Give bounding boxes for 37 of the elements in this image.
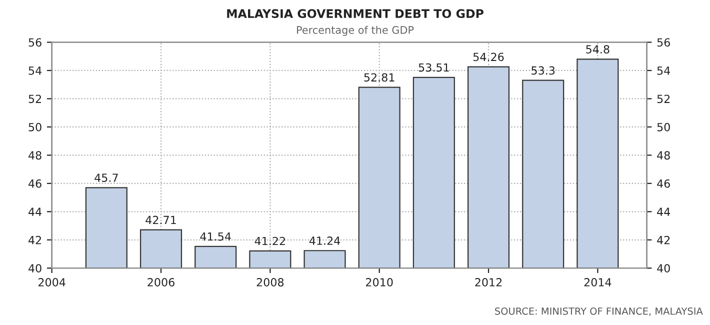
y-tick-label: 42 (28, 236, 41, 244)
y-tick-label: 44 (28, 208, 42, 216)
x-tick-label: 2006 (148, 278, 174, 286)
y2-tick-label: 52 (657, 94, 670, 104)
y-tick-label: 56 (28, 38, 42, 47)
data-label: 54.26 (473, 52, 504, 62)
data-label: 53.3 (532, 66, 555, 75)
x-tick-label: 2014 (584, 278, 612, 286)
source-note: SOURCE: MINISTRY OF FINANCE, MALAYSIA (495, 307, 703, 316)
x-tick-label: 2012 (475, 278, 502, 286)
chart-title: MALAYSIA GOVERNMENT DEBT TO GDP (227, 9, 484, 18)
data-label: 41.54 (200, 232, 231, 241)
y2-tick-label: 48 (657, 151, 670, 160)
y2-tick-label: 50 (657, 122, 670, 132)
data-label: 45.7 (94, 174, 118, 182)
y2-tick-label: 44 (657, 208, 670, 216)
y-tick-label: 54 (28, 66, 42, 75)
data-label: 42.71 (146, 216, 176, 224)
y-tick-label: 46 (28, 179, 42, 188)
y2-tick-label: 46 (657, 179, 670, 188)
data-label: 41.22 (254, 236, 285, 246)
x-tick-label: 2004 (38, 278, 66, 286)
x-tick-label: 2008 (256, 278, 284, 286)
x-tick-label: 2010 (366, 278, 393, 286)
y2-tick-label: 42 (657, 236, 670, 244)
data-label: 52.81 (364, 73, 394, 82)
y-tick-label: 52 (28, 94, 41, 104)
y-tick-label: 50 (28, 122, 42, 132)
data-label: 53.51 (418, 63, 449, 72)
y-tick-label: 40 (28, 264, 42, 273)
data-label: 54.8 (586, 45, 610, 54)
y2-tick-label: 40 (657, 264, 670, 273)
y-tick-label: 48 (28, 151, 42, 160)
data-label: 41.24 (309, 236, 340, 245)
y2-tick-label: 54 (657, 66, 670, 75)
chart-subtitle: Percentage of the GDP (297, 26, 414, 36)
y2-tick-label: 56 (657, 38, 670, 47)
